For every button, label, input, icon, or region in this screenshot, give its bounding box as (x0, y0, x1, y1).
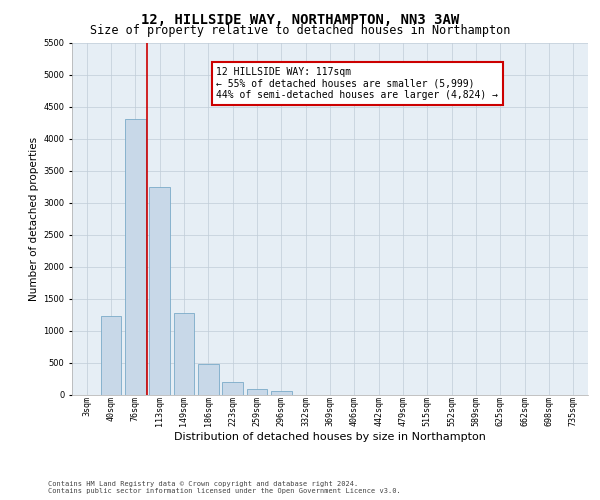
Bar (101, 316, 121, 395)
Text: Size of property relative to detached houses in Northampton: Size of property relative to detached ho… (90, 24, 510, 37)
X-axis label: Distribution of detached houses by size in Northampton: Distribution of detached houses by size … (174, 432, 486, 442)
Bar (125, 120, 146, 395)
Bar (222, 382, 243, 395)
Text: 12, HILLSIDE WAY, NORTHAMPTON, NN3 3AW: 12, HILLSIDE WAY, NORTHAMPTON, NN3 3AW (141, 12, 459, 26)
Bar (149, 186, 170, 395)
Bar (198, 364, 218, 395)
Text: Contains HM Land Registry data © Crown copyright and database right 2024.
Contai: Contains HM Land Registry data © Crown c… (48, 481, 401, 494)
Y-axis label: Number of detached properties: Number of detached properties (29, 136, 39, 301)
Text: 12 HILLSIDE WAY: 117sqm
← 55% of detached houses are smaller (5,999)
44% of semi: 12 HILLSIDE WAY: 117sqm ← 55% of detache… (217, 67, 499, 100)
Bar (247, 389, 268, 395)
Bar (173, 313, 194, 395)
Bar (271, 391, 292, 395)
